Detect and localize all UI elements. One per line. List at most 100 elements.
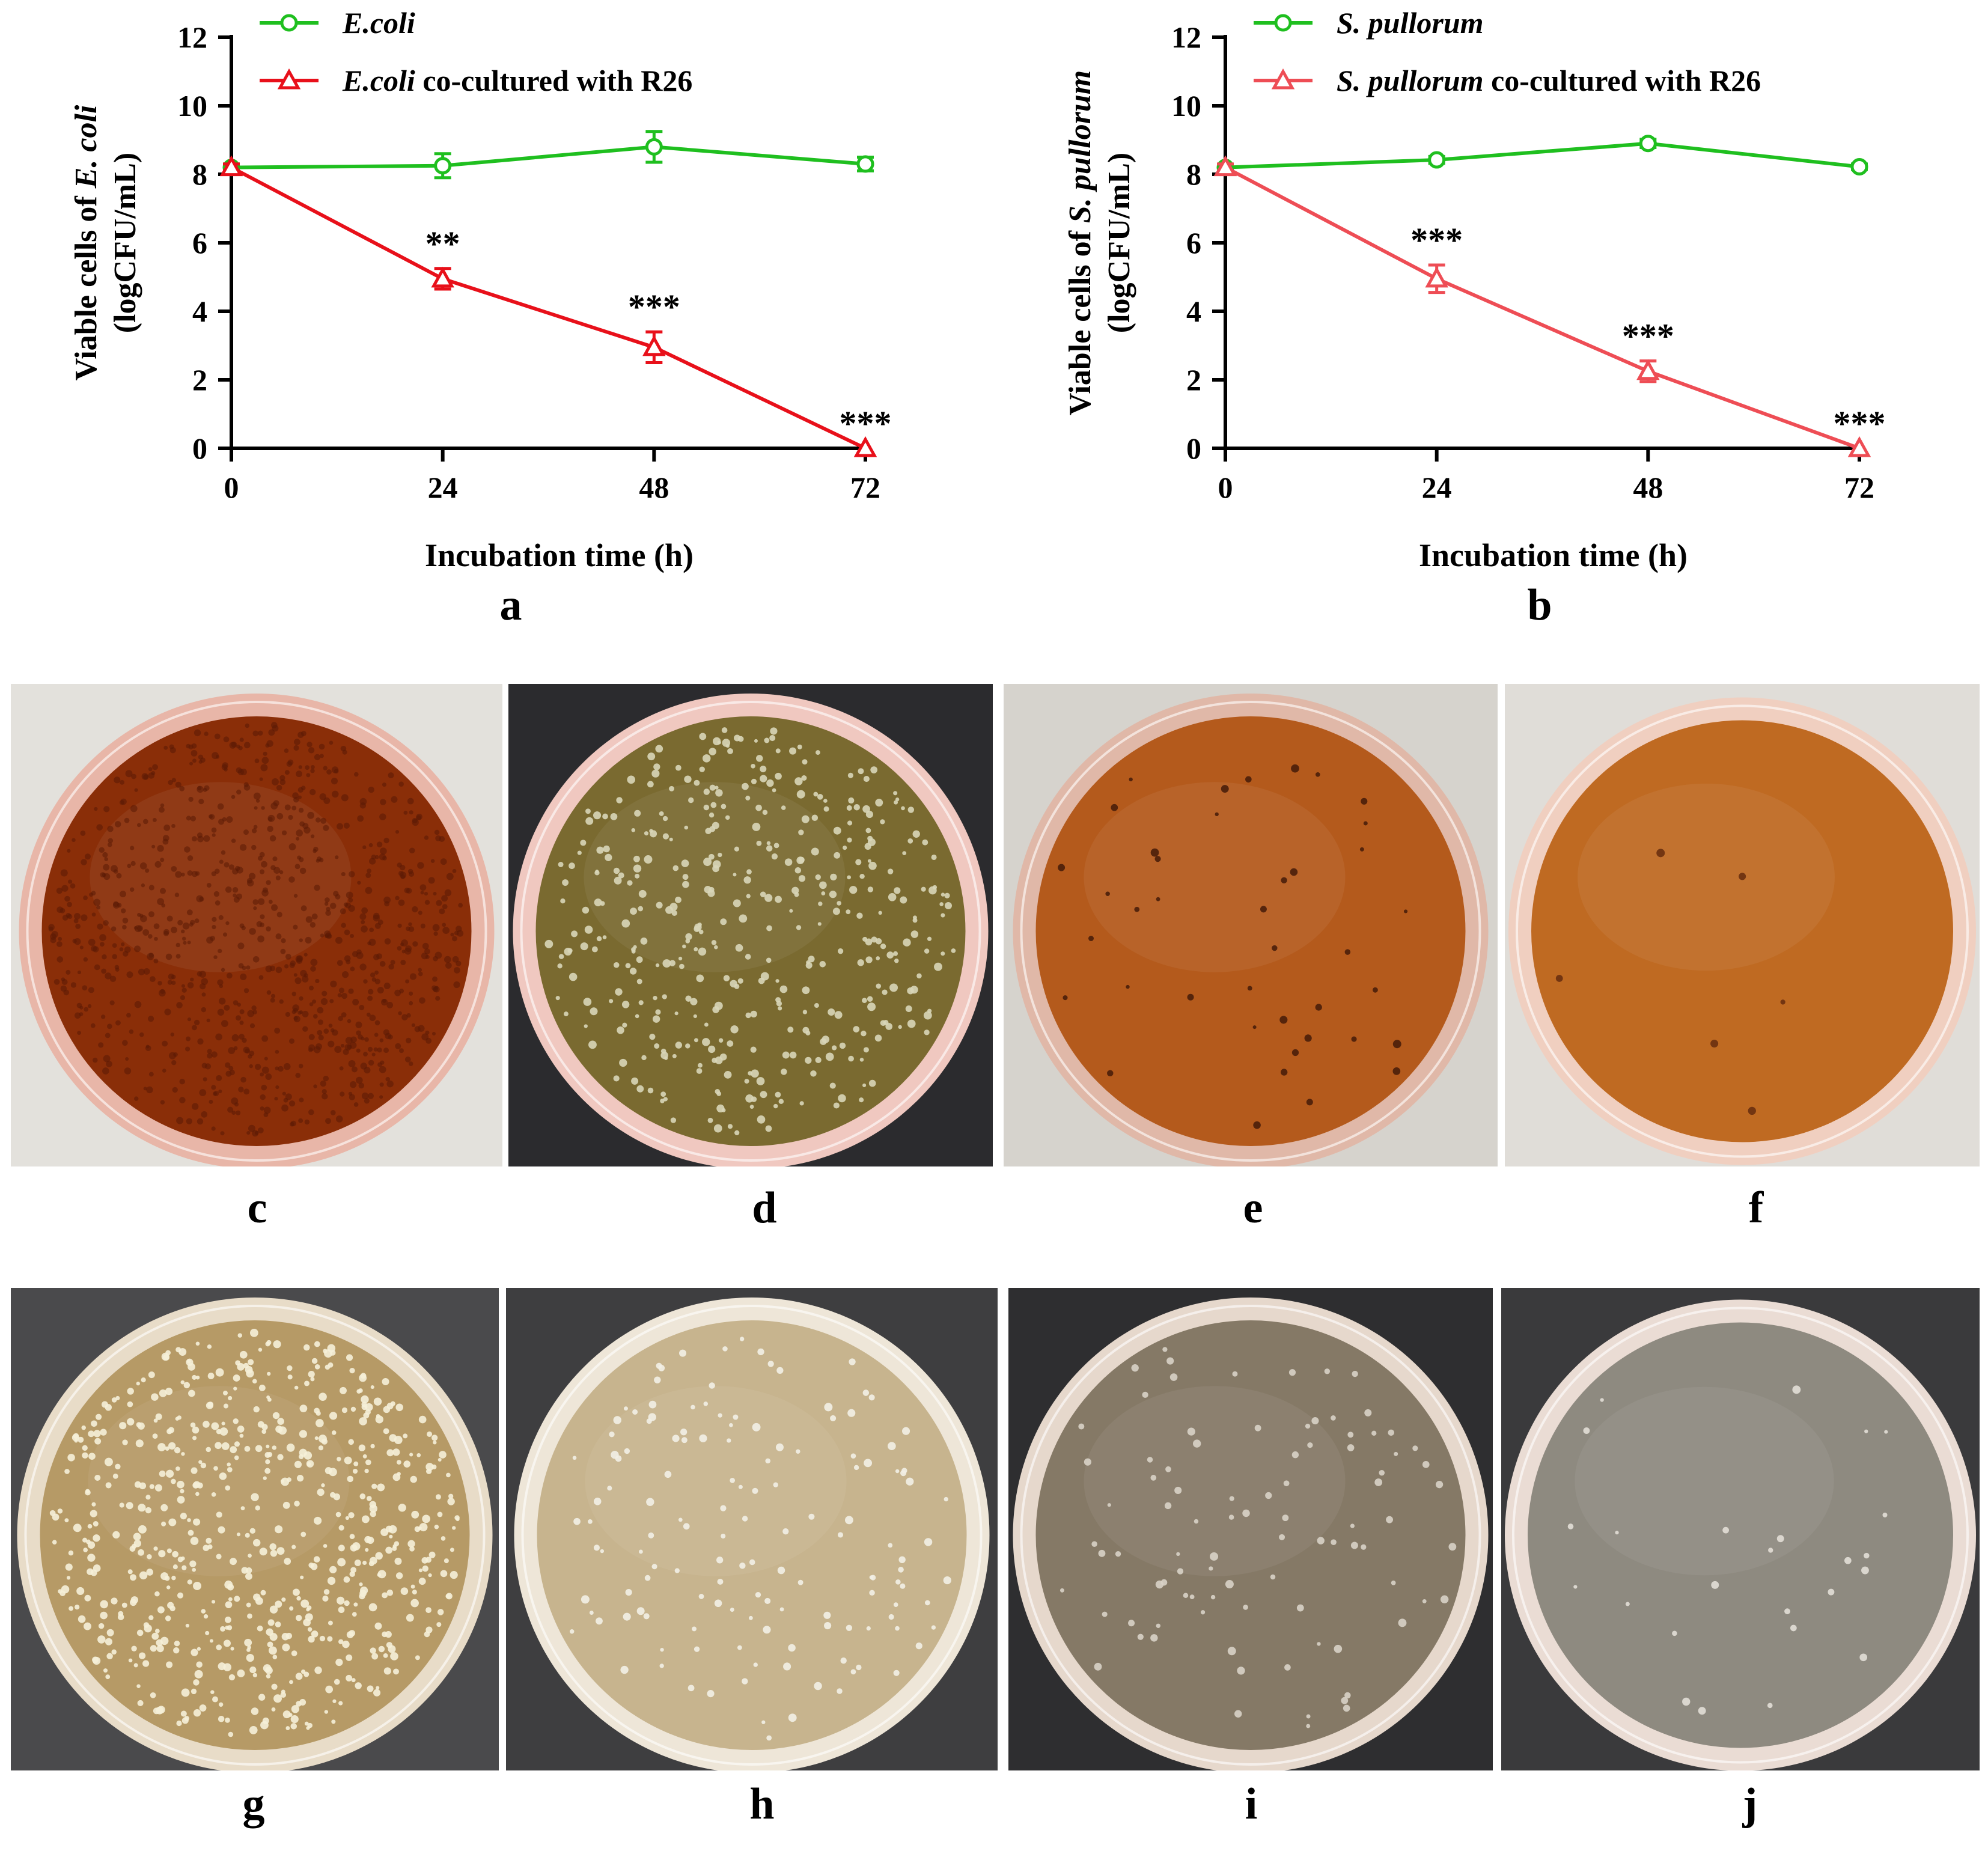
colony — [58, 936, 63, 941]
colony — [181, 1688, 190, 1697]
colony — [882, 989, 888, 995]
colony — [296, 770, 302, 778]
colony — [204, 731, 209, 736]
colony — [156, 1639, 163, 1647]
colony — [364, 1468, 369, 1474]
colony — [130, 805, 138, 813]
colony — [588, 1040, 597, 1049]
colony — [313, 1046, 321, 1054]
colony — [249, 1023, 255, 1028]
colony — [136, 1382, 140, 1386]
colony — [266, 1395, 270, 1399]
colony — [218, 915, 224, 920]
colony — [752, 1487, 758, 1494]
colony — [350, 1406, 356, 1412]
colony — [354, 772, 359, 777]
agar-sheen — [88, 1386, 350, 1576]
colony — [702, 1038, 710, 1046]
colony — [190, 977, 194, 982]
colony — [268, 1646, 277, 1655]
colony — [688, 1685, 695, 1692]
colony — [66, 1576, 71, 1580]
colony — [653, 763, 660, 770]
colony — [773, 843, 779, 849]
colony — [682, 944, 686, 949]
series-0 — [222, 130, 874, 180]
colony — [274, 1028, 281, 1034]
colony — [98, 1042, 104, 1048]
colony — [189, 1560, 197, 1567]
colony — [773, 1482, 778, 1487]
y-tick-label: 2 — [1186, 363, 1201, 397]
colony — [748, 1615, 753, 1620]
colony — [153, 1418, 158, 1423]
colony — [175, 1466, 180, 1471]
colony — [211, 827, 217, 833]
colony — [771, 853, 778, 860]
colony — [167, 980, 172, 985]
colony — [698, 1063, 703, 1068]
colony — [801, 775, 807, 781]
colony — [134, 945, 141, 953]
data-point — [1425, 266, 1448, 288]
colony — [1600, 1398, 1604, 1402]
colony — [581, 1595, 590, 1604]
colony — [1210, 1552, 1219, 1561]
colony — [106, 1629, 114, 1636]
colony — [205, 1630, 210, 1635]
colony — [679, 1349, 687, 1357]
agar-sheen — [584, 782, 846, 972]
colony — [660, 1099, 665, 1103]
colony — [181, 873, 185, 877]
colony — [703, 1401, 709, 1406]
colony — [572, 1456, 577, 1460]
colony — [266, 1340, 272, 1346]
colony — [318, 1445, 324, 1451]
colony — [738, 1484, 743, 1489]
colony — [282, 1091, 286, 1096]
colony — [115, 1463, 121, 1470]
colony — [259, 1548, 267, 1556]
colony — [248, 1359, 254, 1365]
data-point — [856, 155, 874, 173]
y-axis-unit: (logCFU/mL) — [1102, 153, 1136, 333]
colony — [802, 986, 810, 995]
colony — [319, 743, 325, 750]
colony — [287, 1365, 293, 1371]
colony — [219, 859, 224, 864]
colony — [934, 962, 942, 971]
y-tick-label: 10 — [177, 89, 207, 123]
colony — [365, 1459, 371, 1466]
colony — [236, 744, 240, 749]
colony — [1162, 1347, 1168, 1352]
colony — [714, 945, 718, 950]
colony — [815, 1057, 822, 1064]
colony — [325, 1118, 331, 1124]
colony — [1252, 1025, 1257, 1029]
colony — [1422, 1599, 1427, 1603]
colony — [355, 1076, 363, 1084]
colony — [148, 934, 153, 939]
colony — [862, 936, 868, 942]
colony — [309, 986, 314, 991]
colony — [644, 1575, 651, 1581]
colony — [364, 1098, 370, 1104]
colony — [147, 953, 154, 960]
colony — [345, 1516, 350, 1520]
colony — [584, 1024, 588, 1028]
colony — [635, 1014, 639, 1019]
colony — [238, 1087, 244, 1093]
colony — [862, 1083, 867, 1087]
colony — [627, 775, 635, 784]
colony — [941, 913, 945, 918]
colony — [678, 1517, 683, 1522]
colony — [1283, 1480, 1290, 1487]
colony — [65, 1563, 73, 1571]
colony — [288, 843, 296, 850]
colony — [300, 905, 307, 912]
colony — [751, 764, 755, 769]
colony — [237, 942, 245, 950]
colony — [763, 1626, 771, 1634]
colony — [214, 733, 221, 740]
colony — [830, 873, 837, 881]
